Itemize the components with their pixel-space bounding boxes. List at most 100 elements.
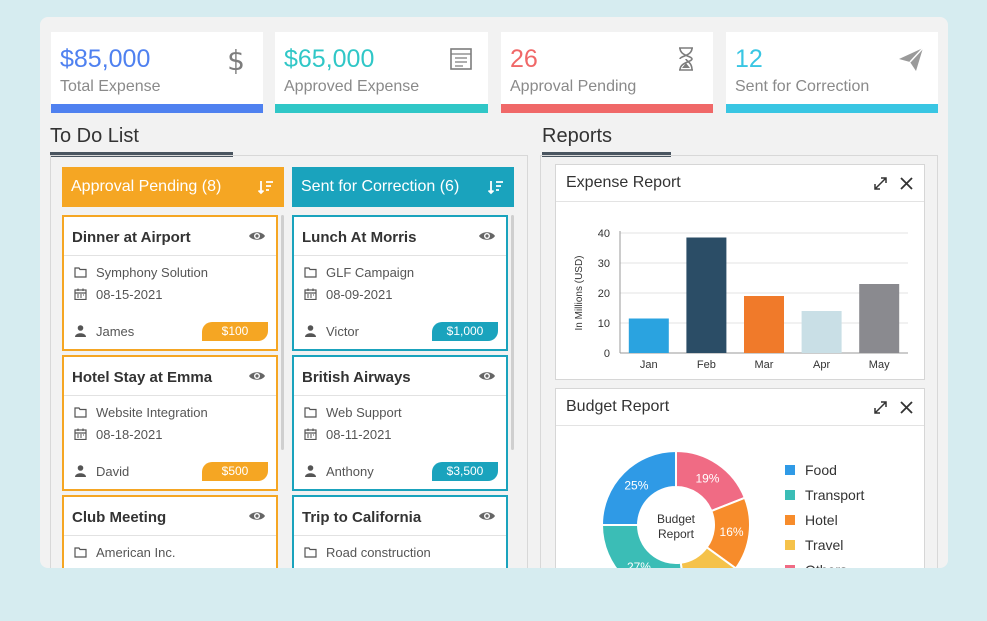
kpi-card: 26 Approval Pending (501, 32, 713, 113)
card-title: Hotel Stay at Emma (72, 369, 213, 386)
card-person-row: Victor (304, 324, 359, 339)
bar[interactable] (628, 318, 669, 354)
donut-slice[interactable] (600, 449, 677, 526)
card-date-row: 08-18-2021 (74, 427, 163, 442)
eye-icon[interactable] (478, 369, 496, 383)
kpi-card: $65,000 Approved Expense (275, 32, 488, 113)
folder-icon (74, 267, 87, 278)
card-divider (64, 395, 276, 396)
y-tick-label: 0 (604, 348, 610, 360)
expand-icon[interactable] (874, 177, 887, 190)
legend-label: Transport (805, 487, 865, 503)
card-divider (294, 535, 506, 536)
expense-card[interactable]: Dinner at Airport Symphony Solution 08-15-… (62, 215, 278, 351)
card-date: 08-15-2021 (96, 287, 163, 302)
donut-slice[interactable] (600, 524, 685, 578)
paper-plane-icon (899, 47, 924, 71)
card-date-row: 08-09-2021 (304, 287, 393, 302)
x-tick-label: Mar (755, 359, 774, 371)
folder-icon (304, 267, 317, 278)
card-date-row: 08-15-2021 (74, 287, 163, 302)
column-header-label: Sent for Correction (6) (301, 178, 460, 195)
legend-swatch (785, 540, 795, 550)
column-scrollbar[interactable] (281, 215, 284, 450)
card-date-row: 08-11-2021 (304, 427, 392, 442)
column-header[interactable]: Approval Pending (8) (62, 167, 284, 207)
card-project-row: American Inc. (74, 545, 175, 560)
expense-card[interactable]: Lunch At Morris GLF Campaign 08-09-2021 Vic… (292, 215, 508, 351)
card-divider (294, 395, 506, 396)
y-tick-label: 10 (598, 318, 610, 330)
expense-bar-chart: 0 10 20 30 40 In Millions (USD) Jan Feb Mar Apr Ma… (574, 228, 908, 371)
eye-icon[interactable] (248, 509, 266, 523)
kpi-card: $85,000 Total Expense $ (51, 32, 263, 113)
calendar-icon (304, 288, 317, 300)
card-divider (294, 255, 506, 256)
legend-item[interactable]: Travel (785, 537, 843, 553)
expense-card[interactable]: Hotel Stay at Emma Website Integration 08-… (62, 355, 278, 491)
bar[interactable] (801, 311, 842, 353)
panel-header: Expense Report (556, 165, 924, 202)
legend-item[interactable]: Transport (785, 487, 865, 503)
card-project: Website Integration (96, 405, 208, 420)
legend-swatch (785, 465, 795, 475)
user-icon (75, 325, 86, 337)
hourglass-icon (679, 47, 693, 71)
eye-icon[interactable] (248, 369, 266, 383)
card-date: 08-11-2021 (326, 427, 392, 442)
card-date: 08-09-2021 (326, 287, 393, 302)
legend-label: Food (805, 462, 837, 478)
budget-report-panel: Budget Report 19%16%13%27%25%BudgetRepor… (555, 388, 925, 578)
column-scrollbar[interactable] (511, 215, 514, 450)
y-tick-label: 20 (598, 288, 610, 300)
calendar-icon (74, 288, 87, 300)
todo-container (50, 155, 528, 575)
close-icon[interactable] (900, 401, 913, 414)
column-header-label: Approval Pending (8) (71, 178, 222, 195)
expense-report-panel: Expense Report 0 10 20 30 40 In Millions (USD… (555, 164, 925, 380)
eye-icon[interactable] (478, 509, 496, 523)
user-icon (305, 325, 316, 337)
expand-icon[interactable] (874, 401, 887, 414)
reports-title: Reports (542, 125, 613, 147)
card-project: American Inc. (96, 545, 176, 560)
kpi-value: 12 (735, 45, 763, 73)
reports-container (540, 155, 938, 575)
kpi-value: $65,000 (284, 45, 375, 73)
budget-report-title: Budget Report (566, 398, 670, 415)
card-person: James (96, 324, 135, 339)
folder-icon (74, 547, 87, 558)
reports-underline (542, 152, 671, 157)
sort-icon[interactable] (258, 179, 274, 195)
svg-text:$: $ (227, 44, 245, 74)
legend-item[interactable]: Hotel (785, 512, 838, 528)
kpi-value: 26 (510, 45, 538, 73)
bar[interactable] (744, 296, 784, 353)
card-person: Anthony (326, 464, 374, 479)
document-icon (450, 48, 472, 70)
x-tick-label: May (869, 359, 890, 371)
kpi-card: 12 Sent for Correction (726, 32, 938, 113)
card-title: Dinner at Airport (72, 229, 191, 246)
column-header[interactable]: Sent for Correction (6) (292, 167, 514, 207)
eye-icon[interactable] (478, 229, 496, 243)
legend-item[interactable]: Food (785, 462, 837, 478)
donut-center-label: Budget (657, 512, 696, 526)
kpi-accent-bar (726, 104, 938, 113)
card-divider (64, 255, 276, 256)
amount-badge: $1,000 (432, 322, 498, 341)
kpi-accent-bar (501, 104, 713, 113)
expense-card[interactable]: British Airways Web Support 08-11-2021 Anth… (292, 355, 508, 491)
card-person: Victor (326, 324, 359, 339)
close-icon[interactable] (900, 177, 913, 190)
sort-icon[interactable] (488, 179, 504, 195)
card-project-row: Symphony Solution (74, 265, 208, 280)
slice-label: 19% (695, 472, 719, 486)
card-title: Club Meeting (72, 509, 167, 526)
bar[interactable] (686, 237, 727, 354)
eye-icon[interactable] (248, 229, 266, 243)
bar[interactable] (859, 284, 900, 353)
card-project: GLF Campaign (326, 265, 415, 280)
card-date: 08-18-2021 (96, 427, 163, 442)
